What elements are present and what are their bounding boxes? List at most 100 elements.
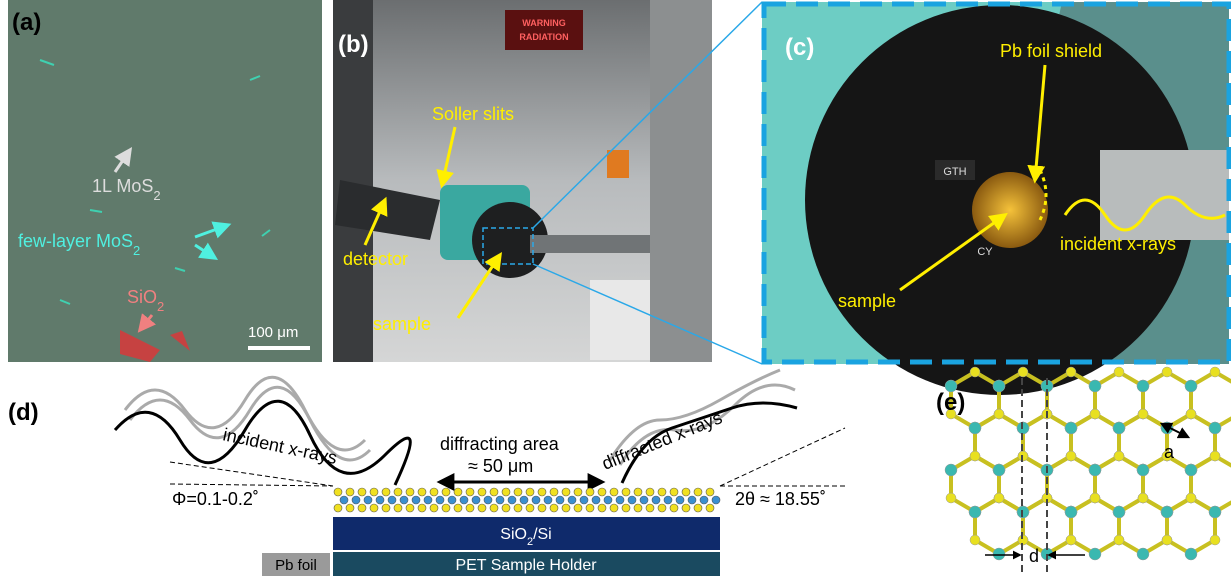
text-part: 1L MoS (92, 176, 153, 196)
atom (1138, 409, 1148, 419)
atom (670, 488, 678, 496)
beam-tube (530, 235, 650, 253)
panel-label: (e) (936, 389, 965, 416)
atom (1065, 506, 1077, 518)
atom (1114, 367, 1124, 377)
hexagon (1167, 498, 1215, 554)
hexagon (1071, 498, 1119, 554)
atom (538, 504, 546, 512)
text-part: few-layer MoS (18, 231, 133, 251)
atom (1066, 535, 1076, 545)
atom (604, 496, 612, 504)
atom (436, 496, 444, 504)
atom (664, 496, 672, 504)
scale-label: 100 μm (248, 324, 298, 341)
annotation: incident x-rays (1060, 234, 1176, 254)
atom (694, 488, 702, 496)
text-part: 2 (157, 299, 164, 314)
atom (526, 488, 534, 496)
atom (1185, 380, 1197, 392)
atom (945, 464, 957, 476)
atom (658, 504, 666, 512)
photo-rack (650, 0, 712, 362)
atom (634, 504, 642, 512)
atom (658, 488, 666, 496)
hexagon (975, 498, 1023, 554)
atom (993, 548, 1005, 560)
atom (598, 504, 606, 512)
angle-line (720, 428, 845, 486)
atom (640, 496, 648, 504)
text-part: SiO (127, 287, 157, 307)
sign-text: WARNING (522, 18, 566, 28)
atom (628, 496, 636, 504)
atom (442, 504, 450, 512)
atom (508, 496, 516, 504)
atom (1209, 506, 1221, 518)
atom (1114, 535, 1124, 545)
atom (370, 504, 378, 512)
annotation: incident x-rays (221, 424, 339, 468)
atom (430, 488, 438, 496)
atom (346, 504, 354, 512)
atom (340, 496, 348, 504)
atom (592, 496, 600, 504)
atom (1186, 409, 1196, 419)
atom (616, 496, 624, 504)
atom (532, 496, 540, 504)
text-part: /Si (533, 526, 552, 543)
atom (1066, 451, 1076, 461)
atom (412, 496, 420, 504)
atom (1090, 409, 1100, 419)
atom (490, 488, 498, 496)
atom (1137, 464, 1149, 476)
scale-bar (248, 346, 310, 350)
atom (652, 496, 660, 504)
atom (1210, 451, 1220, 461)
crystal-layer (334, 488, 720, 512)
atom (550, 504, 558, 512)
atom (364, 496, 372, 504)
atom (706, 504, 714, 512)
atom (1185, 464, 1197, 476)
atom (346, 488, 354, 496)
atom (334, 488, 342, 496)
atom (466, 488, 474, 496)
annotation: 2θ ≈ 18.55˚ (735, 489, 826, 509)
atom (460, 496, 468, 504)
panel-label: (b) (338, 31, 369, 58)
atom (454, 488, 462, 496)
sign (505, 10, 583, 50)
atom (430, 504, 438, 512)
atom (448, 496, 456, 504)
atom (406, 488, 414, 496)
atom (1137, 548, 1149, 560)
annotation: Pb foil shield (1000, 41, 1102, 61)
sample-holder (972, 172, 1048, 248)
atom (484, 496, 492, 504)
atom (568, 496, 576, 504)
annotation: sample (373, 314, 431, 334)
atom (700, 496, 708, 504)
panel-e: (e) a d (936, 367, 1231, 576)
atom (580, 496, 588, 504)
annotation: a (1164, 442, 1175, 462)
panel-d: (d) incident x-rays diffracting area ≈ 5… (8, 370, 845, 576)
atom (970, 367, 980, 377)
atom (454, 504, 462, 512)
atom (544, 496, 552, 504)
atom (994, 493, 1004, 503)
atom (358, 504, 366, 512)
atom (574, 488, 582, 496)
atom (394, 488, 402, 496)
atom (514, 488, 522, 496)
atom (1065, 422, 1077, 434)
atom (478, 504, 486, 512)
atom (556, 496, 564, 504)
atom (538, 488, 546, 496)
atom (622, 504, 630, 512)
layer-label: PET Sample Holder (455, 557, 597, 574)
atom (676, 496, 684, 504)
atom (406, 504, 414, 512)
sign-text: RADIATION (519, 32, 568, 42)
